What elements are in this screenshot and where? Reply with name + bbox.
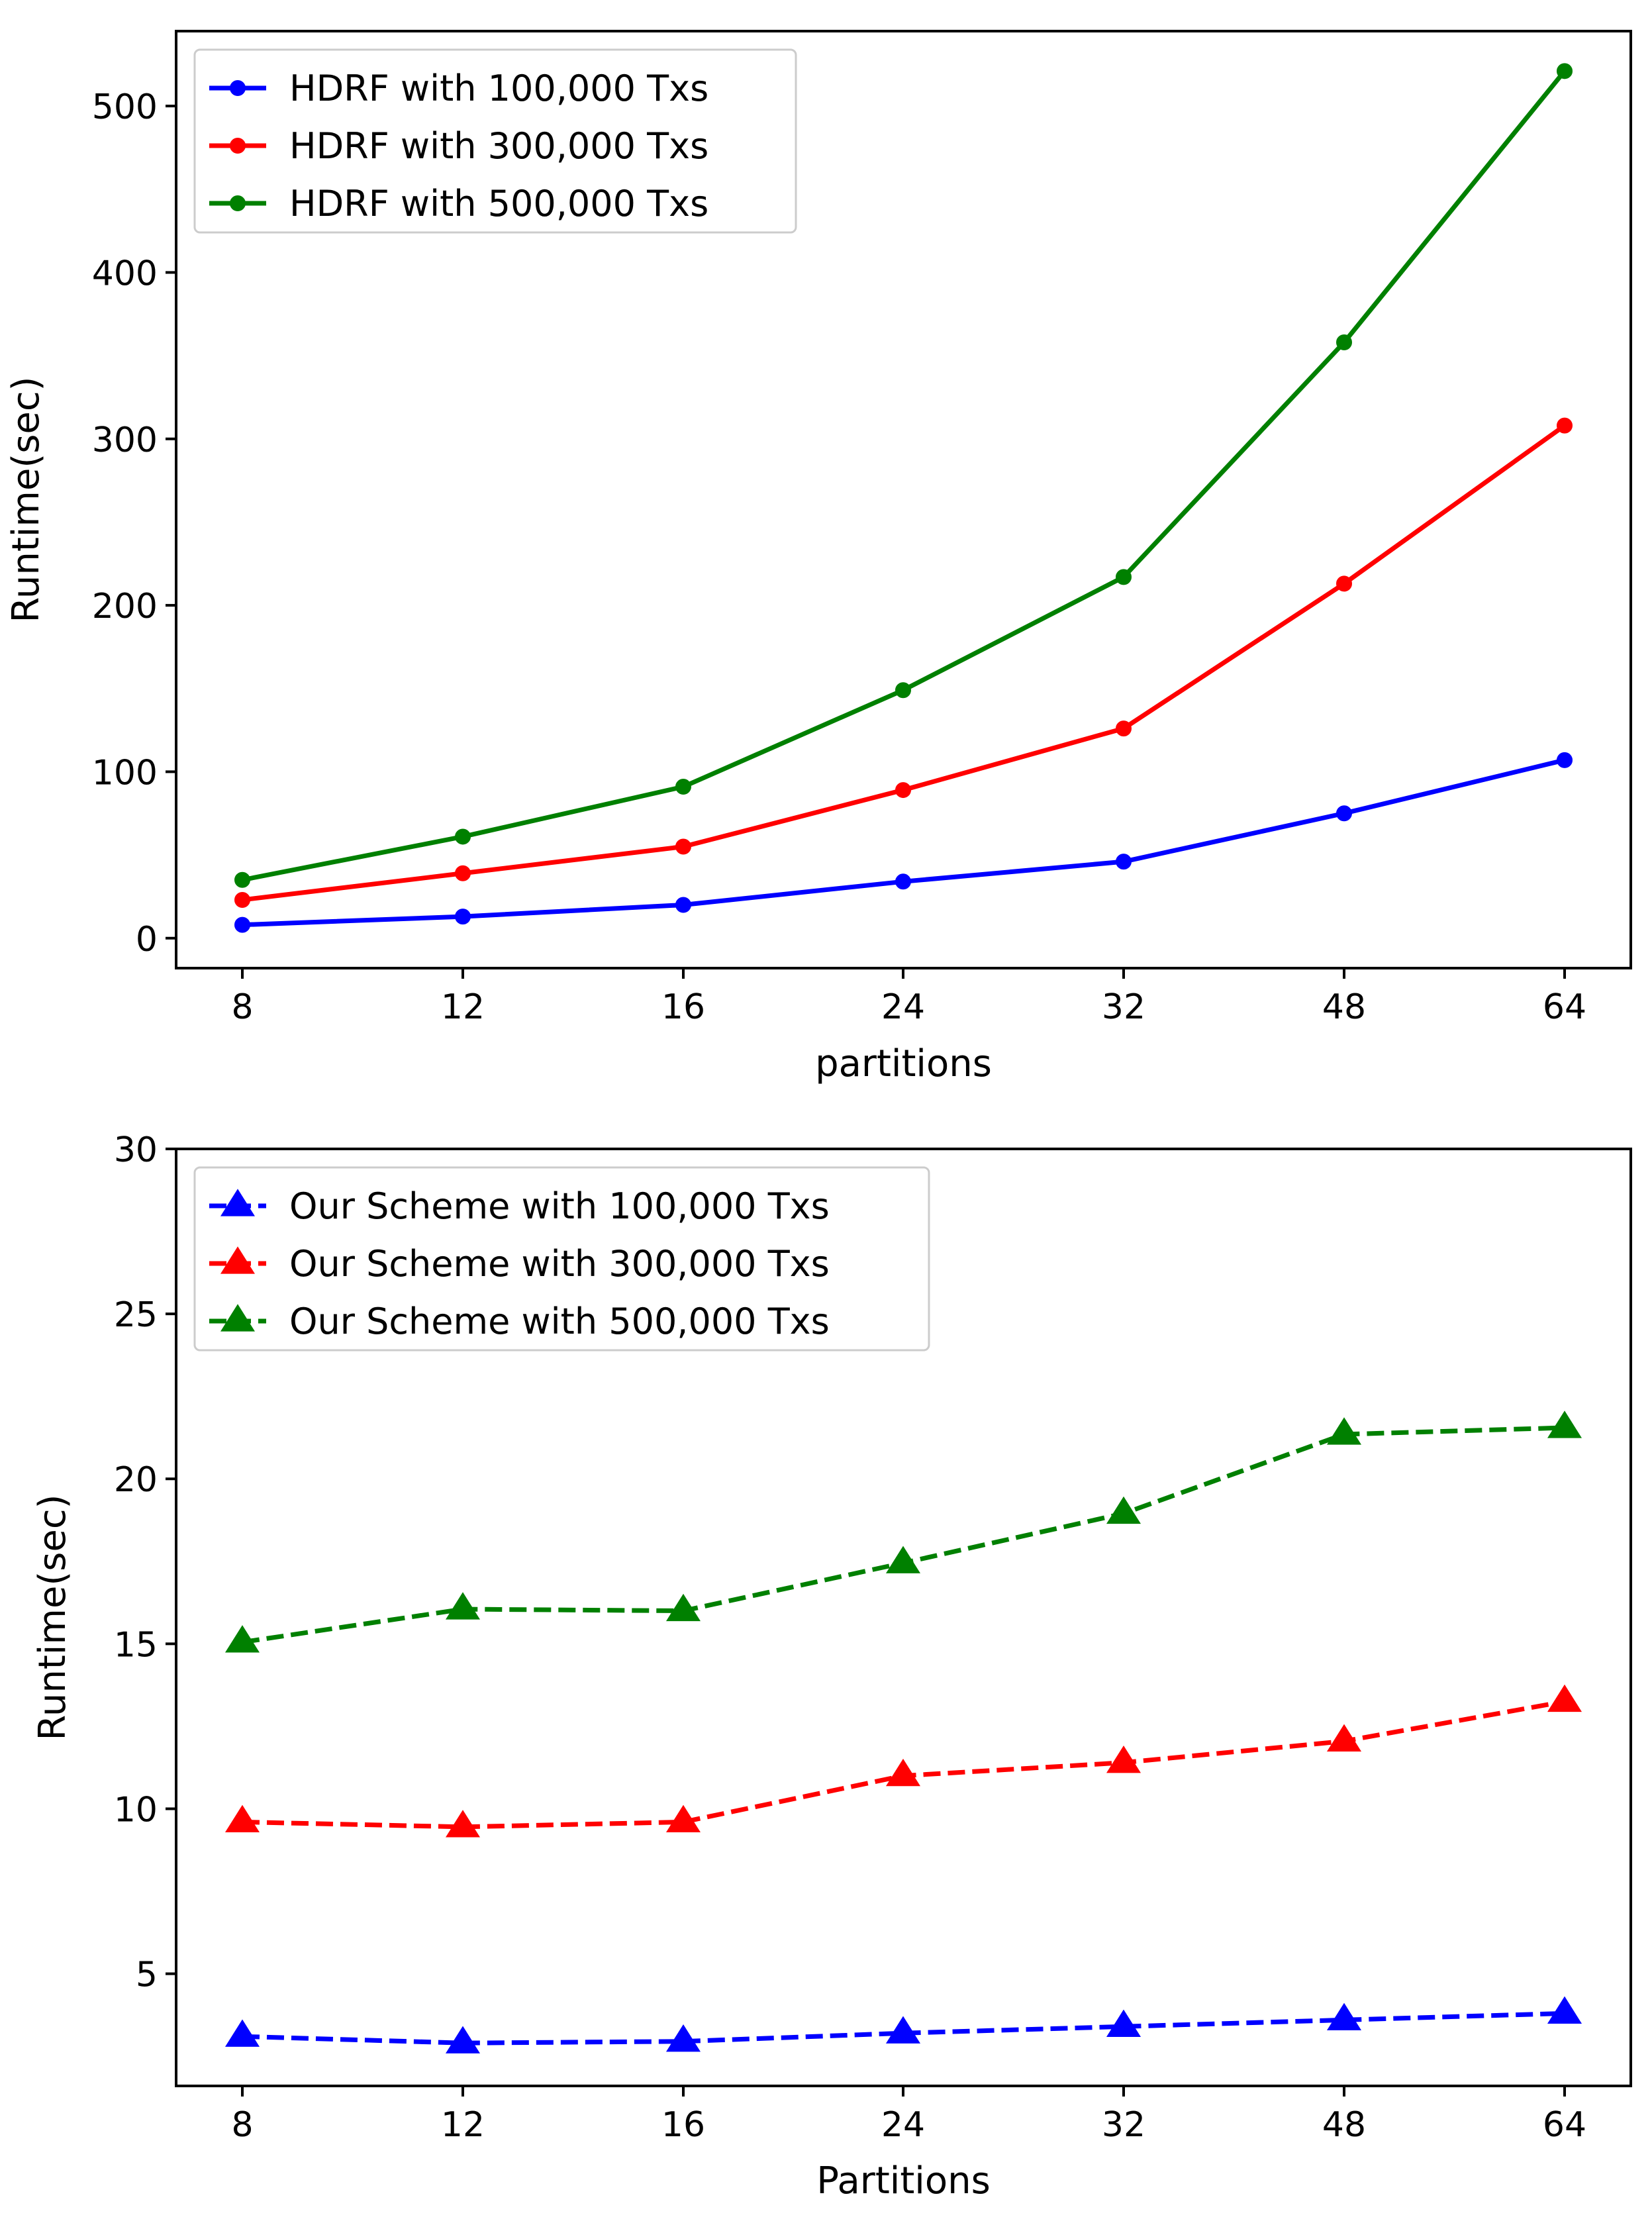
y-tick-label: 5: [136, 1955, 158, 1995]
data-point: [224, 1625, 260, 1653]
data-point: [1547, 1996, 1582, 2024]
legend-swatch-marker: [230, 80, 246, 96]
data-point: [1326, 1417, 1362, 1445]
legend-swatch-marker: [220, 1246, 256, 1274]
data-point: [885, 2016, 921, 2044]
y-tick-label: 15: [114, 1625, 158, 1665]
data-point: [455, 828, 471, 845]
y-tick-label: 300: [92, 420, 158, 460]
data-point: [665, 1593, 701, 1622]
data-point: [455, 909, 471, 925]
data-point: [234, 871, 250, 888]
x-tick-label: 12: [441, 2105, 485, 2145]
y-tick-label: 400: [92, 254, 158, 293]
x-tick-label: 48: [1322, 987, 1366, 1027]
data-point: [1547, 1410, 1582, 1438]
data-point: [1557, 417, 1573, 434]
legend-box: [193, 48, 797, 234]
chart-top-hdrf-runtime: 8 12 16 24 32 48 64 0 100 200 300 400 500 partitions R…: [5, 30, 1632, 1085]
data-point: [1547, 1684, 1582, 1712]
data-point: [675, 779, 691, 795]
legend-label: Our Scheme with 300,000 Txs: [289, 1243, 830, 1285]
data-point: [1336, 575, 1352, 592]
data-point: [1106, 1745, 1142, 1773]
data-point: [1326, 2002, 1362, 2030]
data-point: [1557, 752, 1573, 768]
data-point: [455, 865, 471, 881]
data-point: [1326, 1724, 1362, 1752]
data-point: [895, 782, 911, 799]
legend-label: HDRF with 300,000 Txs: [289, 125, 708, 167]
data-point: [445, 2026, 481, 2053]
data-point: [1116, 854, 1132, 870]
data-point: [665, 1804, 701, 1833]
data-point: [885, 1758, 921, 1787]
x-tick-label: 8: [231, 2105, 253, 2145]
y-tick-label: 25: [114, 1295, 158, 1335]
data-point: [234, 891, 250, 908]
chart-bottom-our-scheme-runtime: 8 12 16 24 32 48 64 5 10 15 20 25 30 Partitions Runtim…: [31, 1130, 1632, 2202]
data-point: [665, 2024, 701, 2052]
legend-swatch-marker: [230, 138, 246, 154]
legend: HDRF with 100,000 Txs HDRF with 300,000 T…: [193, 48, 797, 234]
data-point: [224, 2019, 260, 2047]
x-tick-label: 16: [661, 987, 705, 1027]
data-point: [234, 916, 250, 933]
y-tick-label: 500: [92, 87, 158, 127]
series-2: [234, 417, 1573, 908]
legend-box: [193, 1166, 930, 1352]
series-1: [224, 1996, 1582, 2053]
y-tick-label: 100: [92, 753, 158, 793]
y-tick-label: 10: [114, 1790, 158, 1830]
y-tick-label: 20: [114, 1460, 158, 1500]
y-axis-label: Runtime(sec): [31, 1494, 74, 1740]
legend: Our Scheme with 100,000 Txs Our Scheme wi…: [193, 1166, 930, 1352]
x-tick-label: 24: [881, 2105, 925, 2145]
x-tick-label: 8: [231, 987, 253, 1027]
legend-swatch-marker: [220, 1304, 256, 1332]
x-tick-label: 24: [881, 987, 925, 1027]
data-point: [1336, 334, 1352, 350]
legend-label: HDRF with 500,000 Txs: [289, 183, 708, 224]
data-point: [1336, 805, 1352, 822]
series-3: [234, 63, 1573, 888]
legend-label: HDRF with 100,000 Txs: [289, 68, 708, 109]
x-tick-label: 64: [1543, 987, 1586, 1027]
legend-swatch-marker: [230, 195, 246, 211]
data-point: [1116, 569, 1132, 585]
x-tick-label: 48: [1322, 2105, 1366, 2145]
series-line: [242, 423, 1567, 903]
legend-label: Our Scheme with 500,000 Txs: [289, 1301, 830, 1342]
x-tick-label: 16: [661, 2105, 705, 2145]
data-point: [445, 1592, 481, 1620]
data-point: [675, 897, 691, 913]
x-tick-label: 12: [441, 987, 485, 1027]
x-tick-label: 64: [1543, 2105, 1586, 2145]
x-tick-label: 32: [1102, 987, 1145, 1027]
y-axis-label: Runtime(sec): [5, 376, 48, 622]
x-axis-label: Partitions: [816, 2159, 991, 2202]
y-tick-label: 0: [136, 920, 158, 960]
data-point: [1106, 1496, 1142, 1524]
data-point: [1557, 63, 1573, 79]
series-1: [234, 752, 1573, 933]
series-2: [224, 1684, 1582, 1838]
data-point: [895, 873, 911, 890]
data-point: [675, 838, 691, 855]
data-point: [895, 682, 911, 699]
legend-swatch-marker: [220, 1189, 256, 1216]
legend-label: Our Scheme with 100,000 Txs: [289, 1185, 830, 1227]
data-point: [885, 1546, 921, 1573]
data-point: [445, 1810, 481, 1838]
series-line: [242, 1425, 1565, 1645]
y-tick-label: 200: [92, 587, 158, 626]
data-point: [224, 1804, 260, 1833]
data-point: [1116, 720, 1132, 737]
x-tick-label: 32: [1102, 2105, 1145, 2145]
y-tick-label: 30: [114, 1130, 158, 1170]
series-3: [224, 1410, 1582, 1653]
x-axis-label: partitions: [815, 1042, 992, 1085]
data-point: [1106, 2009, 1142, 2037]
